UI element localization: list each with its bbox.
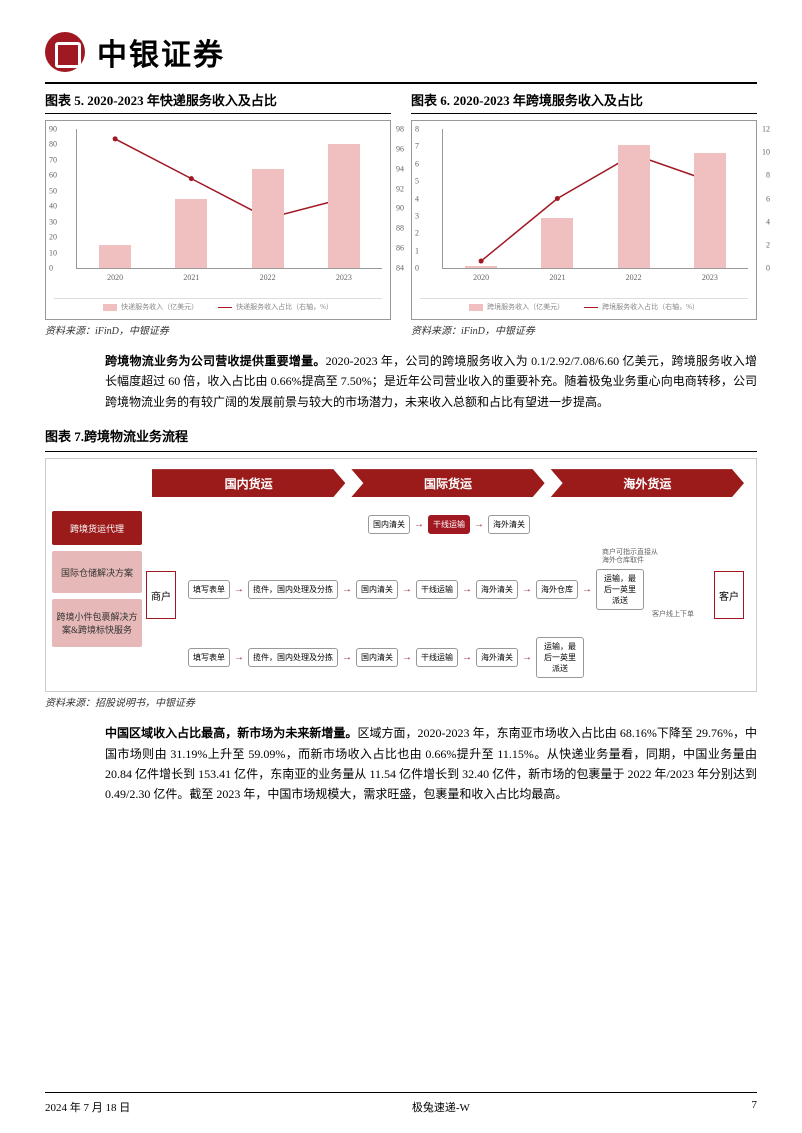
lane-2: 填写表单→ 揽件，国内处理及分拣→ 国内清关→ 干线运输→ 海外清关→ 海外仓库… xyxy=(188,569,710,610)
logo-icon xyxy=(45,32,85,72)
chart6-source: 资料来源：iFinD，中银证券 xyxy=(411,322,757,337)
chart6-box: 012345678 024681012 2020202120222023 跨境服… xyxy=(411,120,757,320)
node: 干线运输 xyxy=(416,648,458,667)
chart5-source: 资料来源：iFinD，中银证券 xyxy=(45,322,391,337)
paragraph2: 中国区域收入占比最高，新市场为未来新增量。区域方面，2020-2023 年，东南… xyxy=(105,723,757,805)
node: 填写表单 xyxy=(188,580,230,599)
node: 国内清关 xyxy=(368,515,410,534)
chart6-title: 图表 6. 2020-2023 年跨境服务收入及占比 xyxy=(411,90,757,109)
divider xyxy=(45,82,757,84)
node: 揽件，国内处理及分拣 xyxy=(248,648,338,667)
chart6-legend2: 跨境服务收入占比（右轴，%） xyxy=(584,302,699,312)
footer-company: 极兔速递-W xyxy=(412,1099,470,1115)
flow-header: 国内货运 国际货运 海外货运 xyxy=(152,469,750,497)
node: 国内清关 xyxy=(356,580,398,599)
node: 揽件，国内处理及分拣 xyxy=(248,580,338,599)
chart5-legend1: 快递服务收入（亿美元） xyxy=(103,302,198,312)
sidebar-label-3: 跨境小件包裹解决方案&跨境标快服务 xyxy=(52,599,142,647)
flow-sidebar: 跨境货运代理 国际仓储解决方案 跨境小件包裹解决方案&跨境标快服务 xyxy=(52,511,142,647)
lane-1: 国内清关→ 干线运输→ 海外清关 xyxy=(188,515,710,534)
node: 填写表单 xyxy=(188,648,230,667)
lane-3: 填写表单→ 揽件，国内处理及分拣→ 国内清关→ 干线运输→ 海外清关→ 运输，最… xyxy=(188,637,710,678)
merchant-node: 商户 xyxy=(146,571,176,619)
node: 海外仓库 xyxy=(536,580,578,599)
page-header: 中银证券 xyxy=(45,30,757,74)
node: 海外清关 xyxy=(476,648,518,667)
flow-header-2: 国际货运 xyxy=(351,469,544,497)
sidebar-label-1: 跨境货运代理 xyxy=(52,511,142,545)
node: 国内清关 xyxy=(356,648,398,667)
chart5-legend2: 快递服务收入占比（右轴，%） xyxy=(218,302,333,312)
flowchart-source: 资料来源：招股说明书，中银证券 xyxy=(45,694,757,709)
node: 运输，最后一英里派送 xyxy=(536,637,584,678)
customer-node: 客户 xyxy=(714,571,744,619)
chart6-container: 图表 6. 2020-2023 年跨境服务收入及占比 012345678 024… xyxy=(411,90,757,337)
node: 运输，最后一英里派送 xyxy=(596,569,644,610)
paragraph1: 跨境物流业务为公司营收提供重要增量。2020-2023 年，公司的跨境服务收入为… xyxy=(105,351,757,412)
chart5-title: 图表 5. 2020-2023 年快递服务收入及占比 xyxy=(45,90,391,109)
chart5-container: 图表 5. 2020-2023 年快递服务收入及占比 0102030405060… xyxy=(45,90,391,337)
node: 干线运输 xyxy=(428,515,470,534)
charts-row: 图表 5. 2020-2023 年快递服务收入及占比 0102030405060… xyxy=(45,90,757,337)
flow-header-1: 国内货运 xyxy=(152,469,345,497)
lane2-note2: 客户线上下单 xyxy=(652,611,710,619)
chart6-legend1: 跨境服务收入（亿美元） xyxy=(469,302,564,312)
lane2-note1: 商户可指示直接从海外仓库取件 xyxy=(602,549,660,564)
node: 海外清关 xyxy=(476,580,518,599)
sidebar-label-2: 国际仓储解决方案 xyxy=(52,551,142,593)
flow-lanes: 商户 客户 国内清关→ 干线运输→ 海外清关 填写表单→ 揽件，国内处理及分拣→… xyxy=(148,511,750,681)
node: 海外清关 xyxy=(488,515,530,534)
footer-page: 7 xyxy=(751,1099,757,1115)
node: 干线运输 xyxy=(416,580,458,599)
brand-name: 中银证券 xyxy=(97,30,225,74)
flowchart: 国内货运 国际货运 海外货运 跨境货运代理 国际仓储解决方案 跨境小件包裹解决方… xyxy=(45,458,757,692)
flowchart-title: 图表 7.跨境物流业务流程 xyxy=(45,426,757,445)
chart5-box: 0102030405060708090 8486889092949698 202… xyxy=(45,120,391,320)
page-footer: 2024 年 7 月 18 日 极兔速递-W 7 xyxy=(45,1092,757,1115)
footer-date: 2024 年 7 月 18 日 xyxy=(45,1099,130,1115)
flow-header-3: 海外货运 xyxy=(551,469,744,497)
